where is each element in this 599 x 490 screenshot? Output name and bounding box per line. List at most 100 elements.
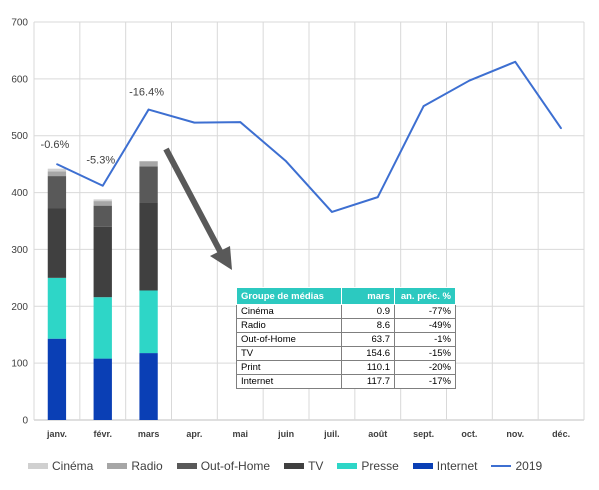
table-cell: 0.9 — [341, 304, 395, 319]
bar-segment — [139, 202, 158, 291]
x-axis-ticks: janv. févr. mars apr. mai juin juil. août sept. o… — [46, 429, 570, 439]
bar-segment — [93, 226, 112, 298]
y-tick-label: 0 — [22, 416, 28, 427]
table-cell: -49% — [394, 318, 456, 333]
legend-label: TV — [308, 459, 324, 473]
annotation-label: -5.3% — [86, 155, 115, 167]
table-cell: -20% — [394, 360, 456, 375]
table-row: Radio 8.6 -49% — [236, 318, 456, 333]
annotation-label: -0.6% — [41, 139, 70, 151]
legend-item-out-of-home: Out-of-Home — [176, 459, 270, 473]
table-header: Groupe de médias — [236, 287, 342, 305]
line-point — [422, 105, 425, 107]
bar-segment — [47, 277, 67, 339]
bar-segment — [93, 199, 112, 202]
line-series-2019 — [56, 60, 562, 213]
x-tick-label: sept. — [413, 429, 434, 439]
y-tick-label: 100 — [11, 359, 28, 370]
table-cell: -15% — [394, 346, 456, 361]
legend-label: Internet — [436, 459, 478, 473]
line-point — [331, 211, 333, 213]
table-cell: 8.6 — [341, 318, 395, 333]
table-cell: -1% — [394, 332, 456, 347]
line-point — [193, 121, 196, 124]
table-header: mars — [341, 287, 395, 305]
x-tick-label: août — [368, 429, 387, 439]
legend-item-cinema: Cinéma — [28, 459, 93, 473]
legend-label: Cinéma — [52, 459, 94, 473]
table-row: Internet 117.7 -17% — [236, 374, 456, 389]
bar-segment — [139, 161, 158, 167]
table-cell: 63.7 — [341, 332, 395, 347]
legend-label: 2019 — [515, 459, 543, 473]
legend-label: Radio — [131, 459, 163, 473]
legend-swatch — [107, 463, 128, 469]
line-point — [285, 160, 287, 163]
legend-item-presse: Presse — [337, 459, 399, 473]
y-tick-label: 400 — [11, 188, 28, 199]
table-cell: -17% — [394, 374, 456, 389]
legend-line-swatch — [491, 465, 512, 467]
x-tick-label: apr. — [186, 429, 202, 439]
x-tick-label: oct. — [461, 429, 477, 439]
table-cell: Internet — [236, 374, 342, 389]
line-point — [147, 108, 150, 111]
legend-swatch — [176, 463, 197, 469]
legend-swatch — [412, 463, 433, 469]
bar-segment — [93, 297, 112, 359]
x-tick-label: janv. — [46, 429, 67, 439]
bar-segment — [47, 171, 67, 177]
series-line — [56, 60, 562, 213]
legend-item-tv: TV — [284, 459, 323, 473]
x-tick-label: mai — [232, 429, 248, 439]
stacked-bars — [47, 160, 158, 420]
y-tick-label: 700 — [11, 18, 28, 29]
table-cell: 110.1 — [341, 360, 395, 375]
y-axis-ticks: 0 100 200 300 400 500 600 700 — [11, 18, 28, 427]
bar-segment — [47, 208, 67, 278]
bar-segment — [139, 353, 158, 420]
annotation-label: -16.4% — [129, 87, 164, 99]
table-cell: Print — [236, 360, 342, 375]
line-point — [468, 79, 471, 82]
x-tick-label: juil. — [323, 429, 340, 439]
bar-segment — [47, 338, 67, 420]
table-cell: Radio — [236, 318, 342, 333]
table-row: Cinéma 0.9 -77% — [236, 304, 456, 319]
table-row: TV 154.6 -15% — [236, 346, 456, 361]
legend-swatch — [337, 463, 358, 469]
y-tick-label: 300 — [11, 245, 28, 256]
table-header: an. préc. % — [394, 287, 456, 305]
bar-segment — [93, 358, 112, 420]
table-cell: Out-of-Home — [236, 332, 342, 347]
bar-segment — [93, 205, 112, 227]
line-point — [514, 61, 517, 63]
media-group-table: Groupe de médias mars an. préc. % Cinéma… — [236, 287, 456, 389]
line-point — [101, 184, 104, 187]
x-tick-label: juin — [277, 429, 294, 439]
bar-segment — [93, 201, 112, 206]
y-tick-label: 200 — [11, 302, 28, 313]
legend-item-2019: 2019 — [491, 459, 542, 473]
table-row: Out-of-Home 63.7 -1% — [236, 332, 456, 347]
annotations: -0.6% -5.3% -16.4% — [41, 87, 165, 167]
x-tick-label: nov. — [506, 429, 524, 439]
line-point — [56, 163, 58, 165]
bar-segment — [139, 290, 158, 354]
table-cell: 117.7 — [341, 374, 395, 389]
bar-segment — [47, 176, 67, 209]
table-cell: -77% — [394, 304, 456, 319]
line-point — [239, 121, 242, 123]
line-point — [560, 127, 562, 130]
x-tick-label: mars — [138, 429, 160, 439]
arrow-icon — [163, 147, 232, 270]
legend-swatch — [284, 463, 305, 469]
x-tick-label: déc. — [552, 429, 570, 439]
legend-item-internet: Internet — [412, 459, 478, 473]
table-cell: 154.6 — [341, 346, 395, 361]
table-header-row: Groupe de médias mars an. préc. % — [236, 287, 456, 305]
bar-segment — [47, 168, 67, 172]
legend-swatch — [28, 463, 48, 469]
legend: Cinéma Radio Out-of-Home TV Presse Inter… — [28, 458, 556, 474]
